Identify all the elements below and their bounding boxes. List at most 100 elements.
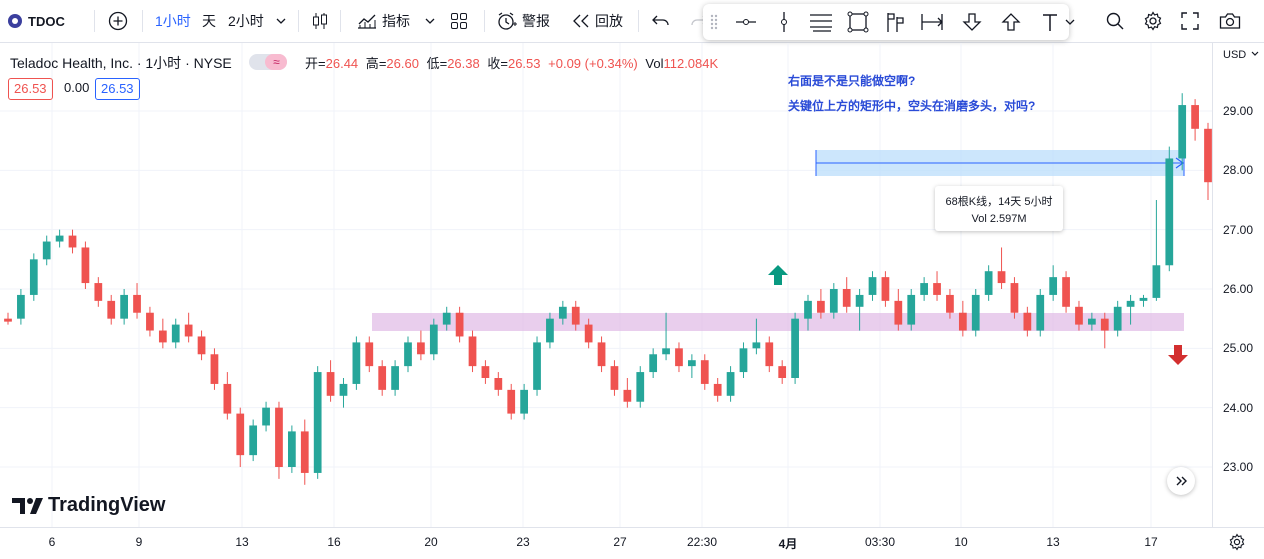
candle-body[interactable] (1178, 105, 1187, 159)
candle-body[interactable] (920, 283, 928, 295)
candle-body[interactable] (300, 431, 309, 473)
candle-body[interactable] (752, 342, 761, 349)
candle-body[interactable] (700, 360, 709, 384)
candle-body[interactable] (262, 407, 270, 426)
parallel-channel-tool[interactable] (806, 4, 836, 40)
candle-body[interactable] (429, 324, 438, 355)
search-button[interactable] (1106, 0, 1124, 42)
candle-body[interactable] (675, 348, 683, 367)
candle-body[interactable] (791, 318, 799, 378)
ask-badge[interactable]: 26.53 (95, 78, 140, 100)
candle-body[interactable] (339, 383, 348, 396)
candle-body[interactable] (1126, 300, 1135, 307)
candle-body[interactable] (1152, 265, 1161, 298)
candle-body[interactable] (855, 294, 864, 307)
candle-body[interactable] (1191, 105, 1199, 129)
candle-body[interactable] (120, 294, 128, 319)
arrow-mark-up-tool[interactable] (996, 4, 1026, 40)
candle-body[interactable] (107, 300, 116, 319)
candle-body[interactable] (94, 283, 103, 301)
interval-1h-button[interactable]: 1小时 (155, 13, 191, 29)
candle-body[interactable] (481, 366, 490, 378)
alert-button[interactable]: 警报 (496, 0, 550, 42)
tradingview-logo[interactable]: TradingView (12, 494, 165, 517)
layouts-button[interactable] (450, 0, 468, 42)
candle-body[interactable] (507, 389, 516, 414)
candle-body[interactable] (765, 342, 774, 367)
candle-body[interactable] (442, 312, 451, 325)
text-tool[interactable] (1035, 4, 1065, 40)
candle-body[interactable] (171, 324, 180, 343)
up-arrow-mark[interactable] (768, 265, 788, 285)
candle-body[interactable] (197, 336, 206, 355)
candle-body[interactable] (726, 372, 735, 396)
price-axis[interactable]: USD 29.00 28.00 27.00 26.00 25.00 24.00 23.00 (1212, 43, 1264, 527)
candle-body[interactable] (597, 342, 606, 367)
candle-body[interactable] (907, 294, 916, 325)
bid-badge[interactable]: 26.53 (8, 78, 53, 100)
candle-body[interactable] (1036, 294, 1045, 331)
candle-body[interactable] (842, 289, 851, 307)
arrow-mark-down-tool[interactable] (957, 4, 987, 40)
candle-body[interactable] (1062, 277, 1070, 307)
candle-body[interactable] (4, 318, 12, 322)
candle-body[interactable] (558, 306, 567, 319)
candle-body[interactable] (778, 366, 787, 378)
candle-body[interactable] (649, 354, 658, 373)
candle-body[interactable] (236, 413, 245, 456)
candle-body[interactable] (417, 342, 425, 355)
candle-body[interactable] (571, 306, 580, 325)
support-zone[interactable] (372, 313, 1184, 331)
price-label-tool[interactable] (880, 4, 910, 40)
candle-body[interactable] (688, 360, 696, 367)
candle-body[interactable] (494, 378, 503, 390)
candle-body[interactable] (404, 342, 412, 367)
candle-body[interactable] (468, 336, 477, 367)
candle-body[interactable] (1113, 306, 1122, 331)
horizontal-ray-tool[interactable] (731, 4, 761, 40)
candle-body[interactable] (288, 431, 296, 467)
candle-body[interactable] (997, 271, 1006, 284)
candle-body[interactable] (326, 372, 335, 396)
chart-canvas[interactable] (0, 43, 1212, 527)
candle-body[interactable] (610, 366, 619, 390)
drag-handle[interactable] (705, 4, 723, 40)
candle-body[interactable] (804, 300, 812, 319)
candle-body[interactable] (391, 366, 399, 390)
candle-body[interactable] (249, 425, 258, 456)
candle-body[interactable] (133, 294, 141, 313)
candle-body[interactable] (1139, 297, 1148, 301)
candle-body[interactable] (1023, 312, 1032, 331)
candle-body[interactable] (1075, 306, 1083, 325)
candle-body[interactable] (584, 324, 593, 343)
chart-pane[interactable]: Teladoc Health, Inc. · 1小时 · NYSE ≈ 开=26… (0, 43, 1212, 527)
candle-body[interactable] (623, 389, 632, 402)
candle-body[interactable] (946, 294, 954, 313)
candle-body[interactable] (55, 235, 64, 242)
candle-body[interactable] (210, 354, 219, 384)
candle-body[interactable] (520, 389, 528, 414)
fullscreen-button[interactable] (1181, 0, 1199, 42)
time-axis[interactable]: 6 9 13 16 20 23 27 22:30 4月 03:30 10 13 17 (0, 527, 1264, 559)
candle-body[interactable] (636, 372, 645, 402)
legend-title[interactable]: Teladoc Health, Inc. · 1小时 · NYSE (10, 55, 232, 71)
candle-body[interactable] (984, 271, 993, 295)
settings-button[interactable] (1143, 0, 1163, 42)
candle-body[interactable] (17, 294, 25, 319)
down-arrow-mark[interactable] (1168, 345, 1188, 365)
candle-body[interactable] (352, 342, 361, 384)
indicators-button[interactable]: 指标 (356, 0, 410, 42)
interval-2h-button[interactable]: 2小时 (228, 13, 264, 29)
candle-body[interactable] (1049, 277, 1058, 295)
candle-body[interactable] (313, 372, 322, 473)
candle-body[interactable] (455, 312, 464, 337)
currency-selector[interactable]: USD (1223, 49, 1259, 61)
compare-add-button[interactable] (108, 0, 128, 42)
candle-body[interactable] (881, 277, 890, 301)
candle-body[interactable] (158, 330, 167, 343)
scroll-to-latest-button[interactable] (1167, 467, 1195, 495)
interval-dropdown-button[interactable] (276, 0, 286, 42)
candle-body[interactable] (42, 241, 51, 260)
candle-body[interactable] (29, 259, 38, 295)
candle-body[interactable] (958, 312, 967, 331)
